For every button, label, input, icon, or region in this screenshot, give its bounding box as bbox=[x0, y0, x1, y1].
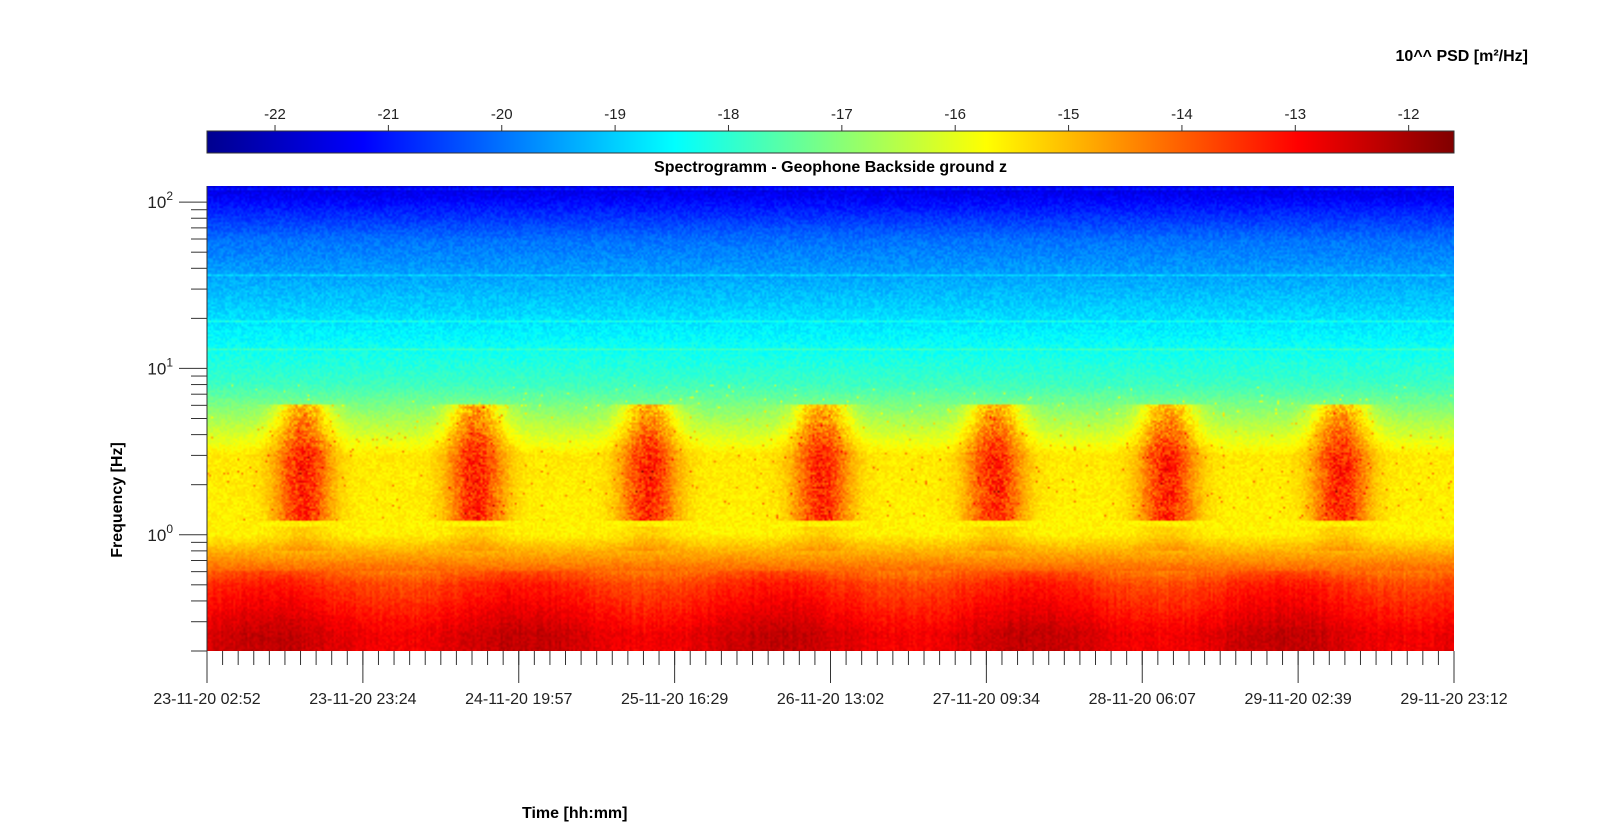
x-tick-label: 23-11-20 02:52 bbox=[153, 691, 260, 708]
y-axis-label: Frequency [Hz] bbox=[109, 442, 126, 558]
colorbar-tick-label: -14 bbox=[1171, 106, 1193, 123]
colorbar-tick-label: -21 bbox=[378, 106, 400, 123]
colorbar: -22 -21 -20 -19 -18 -17 -16 -15 -14 -13 -12 bbox=[206, 106, 1455, 154]
y-tick-exponent: 2 bbox=[166, 189, 173, 203]
colorbar-tick-label: -22 bbox=[264, 106, 286, 123]
spectrogram-image bbox=[207, 186, 1454, 651]
colorbar-tick-label: -12 bbox=[1398, 106, 1420, 123]
colorbar-unit-label: 10^^ PSD [m²/Hz] bbox=[1395, 48, 1528, 65]
y-tick-base: 10 bbox=[147, 526, 166, 545]
y-tick-exponent: 1 bbox=[166, 355, 173, 369]
y-tick-exponent: 0 bbox=[166, 522, 173, 536]
x-axis-label: Time [hh:mm] bbox=[522, 805, 628, 822]
x-tick-label: 25-11-20 16:29 bbox=[621, 691, 728, 708]
colorbar-tick-label: -15 bbox=[1058, 106, 1080, 123]
x-axis: 23-11-20 02:52 23-11-20 23:24 24-11-20 19:… bbox=[153, 651, 1508, 708]
y-tick-base: 10 bbox=[147, 359, 166, 378]
x-tick-label: 29-11-20 02:39 bbox=[1244, 691, 1351, 708]
colorbar-tick-label: -19 bbox=[604, 106, 626, 123]
chart-title: Spectrogramm - Geophone Backside ground … bbox=[654, 159, 1007, 176]
x-tick-label: 23-11-20 23:24 bbox=[309, 691, 416, 708]
x-tick-label: 29-11-20 23:12 bbox=[1400, 691, 1507, 708]
colorbar-tick-label: -20 bbox=[491, 106, 513, 123]
x-tick-label: 27-11-20 09:34 bbox=[933, 691, 1040, 708]
colorbar-tick-label: -17 bbox=[831, 106, 853, 123]
colorbar-gradient bbox=[206, 130, 1455, 154]
y-tick-label: 102 bbox=[147, 189, 173, 212]
colorbar-ticks: -22 -21 -20 -19 -18 -17 -16 -15 -14 -13 -12 bbox=[264, 106, 1419, 131]
y-tick-label: 101 bbox=[147, 355, 173, 378]
x-tick-label: 28-11-20 06:07 bbox=[1089, 691, 1196, 708]
colorbar-tick-label: -18 bbox=[718, 106, 740, 123]
y-tick-label: 100 bbox=[147, 522, 173, 545]
colorbar-tick-label: -16 bbox=[944, 106, 966, 123]
y-tick-base: 10 bbox=[147, 193, 166, 212]
x-tick-label: 24-11-20 19:57 bbox=[465, 691, 572, 708]
x-tick-label: 26-11-20 13:02 bbox=[777, 691, 884, 708]
colorbar-tick-label: -13 bbox=[1284, 106, 1306, 123]
